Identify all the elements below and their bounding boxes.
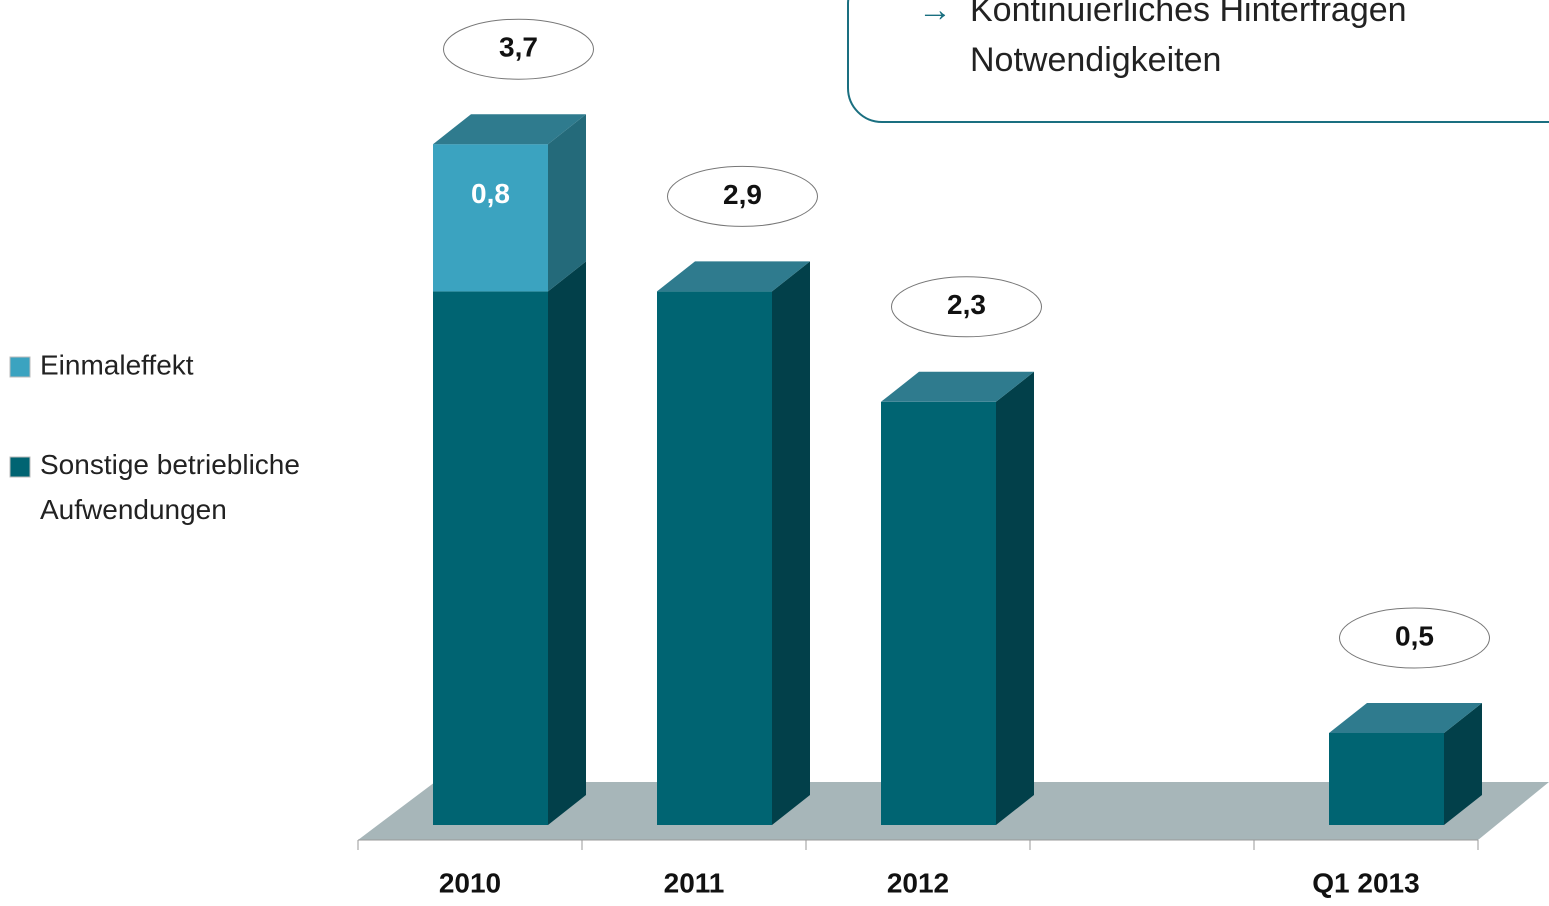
total-label: 2,3 <box>947 289 986 320</box>
bar-segment <box>657 291 772 825</box>
legend-swatch <box>9 456 31 478</box>
bar-top <box>657 261 810 292</box>
bar-segment <box>433 291 548 825</box>
legend-label: Sonstige betriebliche Aufwendungen <box>40 449 300 525</box>
total-bubble <box>1339 607 1490 669</box>
bar-top <box>881 371 1034 402</box>
bar-side <box>1444 703 1482 825</box>
bar-side <box>548 114 586 292</box>
bar-segment <box>433 144 548 292</box>
total-bubble <box>443 18 594 80</box>
total-label: 0,5 <box>1395 620 1434 651</box>
total-bubble <box>891 276 1042 338</box>
bar-segment <box>1329 733 1444 825</box>
bar-side <box>548 261 586 825</box>
x-tick-label: 2011 <box>664 867 725 898</box>
annotation-text: Notwendigkeiten <box>970 41 1221 79</box>
bar-top <box>1329 703 1482 733</box>
total-label: 3,7 <box>499 32 538 63</box>
x-tick-label: 2010 <box>439 867 501 898</box>
annotation-arrow: → <box>918 0 952 29</box>
legend-swatch <box>9 356 31 378</box>
bar-side <box>996 371 1034 825</box>
data-label: 0,8 <box>471 178 510 209</box>
bar-side <box>772 261 810 825</box>
annotation-text: Kontinuierliches Hinterfragen <box>970 0 1407 29</box>
x-tick-label: 2012 <box>887 867 949 898</box>
annotation-box <box>847 0 1549 123</box>
bar-segment <box>881 401 996 825</box>
x-tick-label: Q1 2013 <box>1312 867 1419 898</box>
total-label: 2,9 <box>723 179 762 210</box>
bar-top <box>433 114 586 145</box>
total-bubble <box>667 165 818 227</box>
legend-label: Einmaleffekt <box>40 349 194 380</box>
